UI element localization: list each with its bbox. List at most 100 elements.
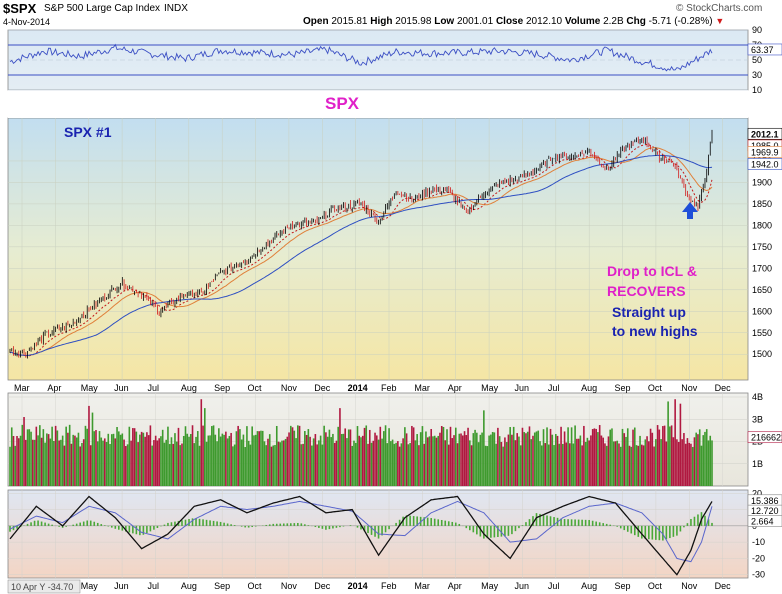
price-tick-label: 1650 — [752, 285, 772, 295]
macd-histogram-bar — [405, 515, 408, 526]
volume-bar — [72, 434, 74, 486]
volume-bar — [342, 433, 345, 486]
volume-bar — [532, 435, 534, 486]
macd-histogram-bar — [469, 525, 471, 531]
macd-histogram-bar — [665, 525, 668, 540]
volume-bar — [569, 443, 571, 486]
volume-bar — [112, 433, 115, 486]
macd-histogram-bar — [458, 523, 461, 526]
macd-histogram-bar — [560, 518, 562, 526]
low-value: 2001.01 — [457, 16, 494, 27]
volume-bar — [533, 432, 536, 486]
volume-bar — [570, 427, 573, 486]
volume-bar — [535, 431, 538, 486]
price-x-label: Jul — [147, 383, 159, 393]
macd-histogram-bar — [539, 513, 541, 526]
price-tick-label: 1800 — [752, 220, 772, 230]
price-tick-label: 1600 — [752, 306, 772, 316]
macd-histogram-bar — [12, 525, 15, 531]
volume-bar — [463, 431, 466, 486]
macd-histogram-bar — [567, 519, 569, 526]
macd-histogram-bar — [251, 525, 253, 528]
volume-bar — [628, 445, 631, 486]
price-x-label: Dec — [715, 383, 732, 393]
rsi-tick-label: 10 — [752, 85, 762, 95]
spx-title: SPX — [325, 94, 360, 113]
volume-bar — [107, 433, 110, 486]
volume-bar — [370, 442, 373, 486]
volume-bar — [528, 426, 531, 486]
volume-bar — [439, 432, 441, 486]
macd-histogram-bar — [395, 522, 397, 526]
volume-bar — [35, 426, 38, 486]
volume-bar — [247, 440, 250, 486]
macd-histogram-bar — [360, 525, 362, 530]
volume-bar — [709, 435, 712, 486]
volume-bar — [254, 434, 257, 486]
volume-bar — [167, 426, 169, 486]
macd-histogram-bar — [212, 520, 215, 526]
volume-bar — [225, 431, 227, 486]
volume-bar — [700, 445, 703, 486]
macd-histogram-bar — [690, 519, 692, 526]
volume-bar — [309, 436, 311, 486]
volume-bar — [456, 443, 459, 486]
macd-histogram-bar — [356, 525, 359, 528]
volume-bar — [670, 425, 673, 486]
volume-bar — [346, 438, 348, 486]
volume-bar — [451, 438, 454, 486]
macd-tick-label: -10 — [752, 537, 765, 547]
volume-bar — [16, 436, 18, 486]
volume-bar — [388, 428, 390, 486]
volume-bar — [616, 440, 619, 486]
volume-bar — [53, 440, 55, 486]
macd-x-label: 2014 — [348, 581, 368, 591]
macd-histogram-bar — [511, 525, 513, 535]
chart-symbol: $SPX — [3, 1, 37, 16]
macd-histogram-bar — [128, 525, 131, 533]
macd-histogram-bar — [711, 522, 713, 526]
macd-histogram-bar — [581, 519, 583, 526]
spx-number-label: SPX #1 — [64, 124, 112, 140]
volume-bar — [386, 443, 389, 486]
price-x-label: Apr — [47, 383, 61, 393]
price-value-box — [747, 127, 782, 140]
macd-histogram-bar — [609, 524, 612, 526]
volume-bar — [160, 436, 162, 486]
volume-bar — [509, 427, 511, 486]
macd-histogram-bar — [430, 518, 432, 526]
volume-bar — [641, 444, 643, 486]
volume-bar — [302, 443, 304, 486]
volume-bar — [246, 426, 248, 486]
price-value-box — [747, 158, 782, 170]
price-value-label: 1985.0 — [751, 141, 779, 151]
volume-bar — [407, 444, 410, 486]
volume-bar — [625, 436, 627, 486]
volume-bar — [626, 428, 629, 486]
volume-bar — [74, 435, 76, 486]
volume-bar — [189, 434, 192, 486]
macd-histogram-bar — [125, 525, 127, 532]
volume-bar — [658, 429, 661, 486]
volume-bar — [205, 441, 208, 486]
ma-mid-line — [9, 147, 713, 357]
volume-tick-label: 4B — [752, 392, 763, 402]
macd-histogram-bar — [223, 522, 225, 526]
volume-bar — [284, 438, 287, 486]
volume-bar — [156, 440, 159, 486]
volume-bar — [191, 425, 194, 486]
volume-bar — [526, 431, 529, 486]
volume-bar — [525, 433, 527, 486]
macd-histogram-bar — [205, 519, 208, 526]
volume-bar — [214, 434, 217, 486]
volume-bar — [163, 442, 166, 486]
macd-x-label: Sep — [615, 581, 631, 591]
volume-bar — [460, 433, 462, 486]
macd-x-label: Jul — [147, 581, 159, 591]
volume-bar — [295, 438, 297, 486]
volume-bar — [10, 427, 13, 486]
rsi-tick-label: 90 — [752, 25, 762, 35]
volume-bar — [686, 438, 689, 486]
macd-histogram-bar — [65, 525, 67, 527]
volume-bar — [175, 441, 178, 486]
